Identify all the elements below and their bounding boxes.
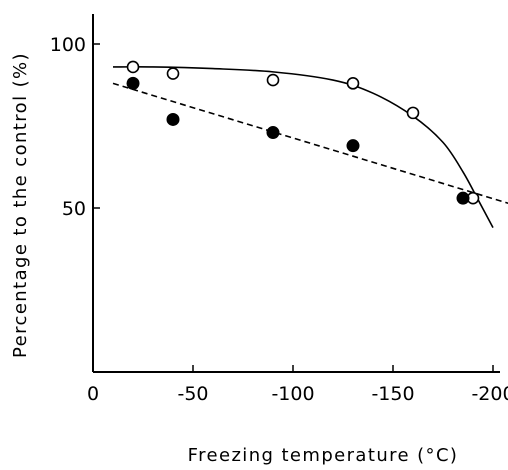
x-tick-label: -100 (271, 383, 314, 405)
x-tick-label: 0 (87, 383, 99, 405)
x-tick-label: -50 (177, 383, 208, 405)
trend-line-dashed (112, 82, 508, 205)
y-tick-label: 100 (50, 34, 86, 56)
tick-marks (93, 43, 494, 372)
filled-circle-point (166, 112, 180, 126)
y-tick-label: 50 (62, 198, 86, 220)
data-points (126, 60, 480, 205)
open-circle-point (346, 77, 360, 90)
open-circle-point (166, 67, 180, 80)
x-tick-label: -150 (371, 383, 414, 405)
x-tick-label: -200 (471, 383, 508, 405)
axes (92, 14, 500, 373)
filled-circle-point (456, 191, 470, 205)
open-circle-point (266, 73, 280, 87)
open-circle-point (406, 106, 420, 120)
y-axis-label: Percentage to the control (%) (10, 52, 31, 358)
filled-circle-point (126, 76, 140, 90)
trend-line-solid (112, 66, 494, 229)
tick-labels: 0 -50 -100 -150 -200 50 100 (50, 34, 508, 405)
open-circle-point (126, 60, 140, 74)
x-axis-label: Freezing temperature (°C) (188, 445, 459, 466)
filled-circle-point (346, 139, 360, 153)
filled-circle-point (266, 126, 280, 140)
trend-lines (112, 66, 508, 229)
